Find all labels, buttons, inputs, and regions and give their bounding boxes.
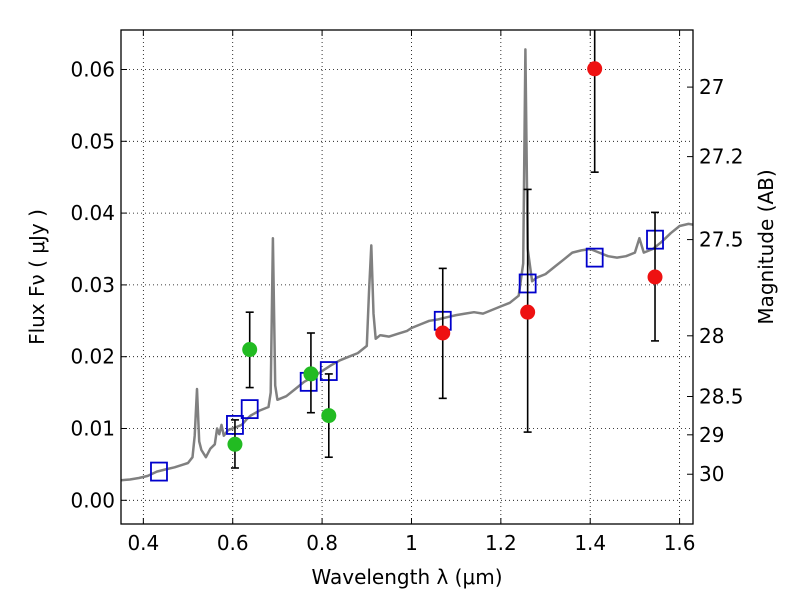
grid	[121, 30, 693, 524]
right-tick-label: 27.2	[699, 145, 744, 169]
green-point	[242, 342, 258, 358]
right-tick-label: 27.5	[699, 228, 744, 252]
y-axis-label: Flux Fν ( μJy )	[25, 209, 49, 345]
y-tick-label: 0.05	[70, 129, 115, 153]
right-tick-label: 27	[699, 75, 724, 99]
plot-area	[121, 30, 693, 482]
y-tick-label: 0.01	[70, 417, 115, 441]
plot-frame	[120, 29, 694, 525]
red-point	[435, 325, 451, 341]
red-point	[647, 269, 663, 285]
y-tick-label: 0.06	[70, 57, 115, 81]
red-point	[520, 304, 536, 320]
x-tick-label: 1.2	[485, 531, 517, 555]
green-point	[321, 408, 337, 424]
x-tick-label: 1.4	[574, 531, 606, 555]
right-tick-label: 28.5	[699, 385, 744, 409]
right-tick-label: 28	[699, 324, 724, 348]
right-axis-label: Magnitude (AB)	[754, 169, 778, 324]
x-tick-label: 1	[405, 531, 418, 555]
x-axis-label: Wavelength λ (μm)	[311, 565, 502, 589]
model-point	[585, 247, 604, 268]
x-tick-label: 0.4	[127, 531, 159, 555]
x-tick-label: 1.6	[664, 531, 696, 555]
axes-ticks: 0.4 0.6 0.8 1 1.2 1.4 1.6 0.00 0.01 0.02 0.03 0.04 0…	[70, 30, 744, 555]
right-tick-label: 29	[699, 423, 724, 447]
y-tick-label: 0.03	[70, 273, 115, 297]
red-point	[587, 61, 603, 77]
spectrum-line	[121, 48, 693, 482]
y-tick-label: 0.02	[70, 345, 115, 369]
y-tick-label: 0.04	[70, 201, 115, 225]
model-point	[150, 461, 168, 482]
right-tick-label: 30	[699, 462, 724, 486]
green-point	[303, 366, 319, 382]
x-tick-label: 0.8	[306, 531, 338, 555]
x-tick-label: 0.6	[217, 531, 249, 555]
y-tick-label: 0.00	[70, 488, 115, 512]
model-point	[240, 399, 259, 420]
green-point	[227, 436, 243, 452]
